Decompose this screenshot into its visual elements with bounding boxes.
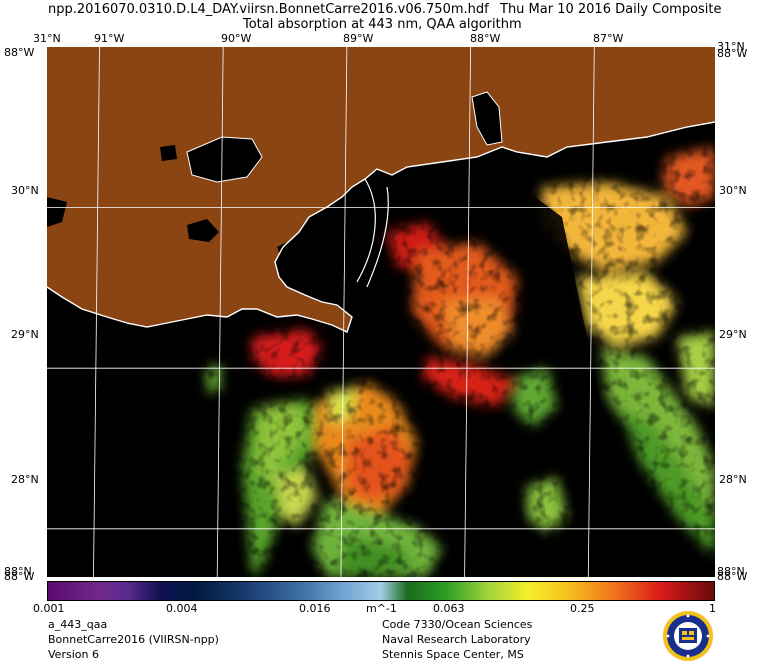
lat-label-28-left: 28°N: [11, 473, 39, 486]
colorbar-tick-label: 0.016: [299, 602, 331, 615]
footer-org-location: Stennis Space Center, MS: [382, 648, 524, 661]
coastline-lake: [186, 91, 503, 183]
colorbar-tick-label: 0.25: [570, 602, 595, 615]
header-filename: npp.2016070.0310.D.L4_DAY.viirsn.BonnetC…: [48, 2, 489, 17]
colorbar: [47, 581, 715, 601]
lat-label-29-right: 29°N: [719, 328, 747, 341]
corner-label-top-right: 31°N: [717, 40, 745, 53]
corner-label-bottom-right-under: 88°N: [717, 565, 745, 578]
delta-river-outline: [356, 178, 389, 288]
satellite-map: [47, 47, 715, 577]
lat-label-30-right: 30°N: [719, 184, 747, 197]
nrl-seal-icon: [663, 611, 713, 661]
lat-label-28-right: 28°N: [719, 473, 747, 486]
lon-label-90: 90°W: [221, 32, 252, 45]
graticule-meridian: [464, 47, 471, 577]
corner-label-top-left: 31°N: [33, 32, 61, 45]
lon-label-88: 88°W: [470, 32, 501, 45]
colorbar-tick-label: 0.063: [433, 602, 465, 615]
footer-product-code: a_443_qaa: [48, 618, 108, 631]
graticule-meridian: [587, 47, 595, 577]
lat-label-29-left: 29°N: [11, 328, 39, 341]
colorbar-tick-label: 0.001: [33, 602, 65, 615]
corner-label-bottom-left: 88°W: [4, 570, 35, 583]
lon-label-87: 87°W: [593, 32, 624, 45]
footer-version: Version 6: [48, 648, 99, 661]
footer-org-code: Code 7330/Ocean Sciences: [382, 618, 533, 631]
colorbar-unit: m^-1: [366, 602, 397, 615]
graticule-meridian: [93, 47, 100, 577]
corner-label-top-left-under: 88°W: [4, 46, 35, 59]
lon-label-89: 89°W: [343, 32, 374, 45]
graticule: [47, 47, 715, 577]
lon-label-91: 91°W: [94, 32, 125, 45]
footer-dataset: BonnetCarre2016 (VIIRSN-npp): [48, 633, 219, 646]
graticule-meridian: [216, 47, 224, 577]
colorbar-gradient: [48, 582, 714, 600]
colorbar-tick-label: 1: [709, 602, 716, 615]
header-product: Total absorption at 443 nm, QAA algorith…: [243, 17, 522, 32]
header-date: Thu Mar 10 2016 Daily Composite: [500, 2, 722, 17]
graticule-meridian: [340, 47, 348, 577]
lat-label-30-left: 30°N: [11, 184, 39, 197]
footer-org-name: Naval Research Laboratory: [382, 633, 531, 646]
colorbar-tick-label: 0.004: [166, 602, 198, 615]
corner-label-bottom-left-under: 88°N: [4, 565, 32, 578]
coastline: [47, 121, 715, 333]
land-mass: [47, 47, 715, 332]
no-data-swath: [525, 197, 637, 577]
corner-label-top-right-under: 88°W: [717, 47, 748, 60]
corner-label-bottom-right: 88°W: [717, 570, 748, 583]
